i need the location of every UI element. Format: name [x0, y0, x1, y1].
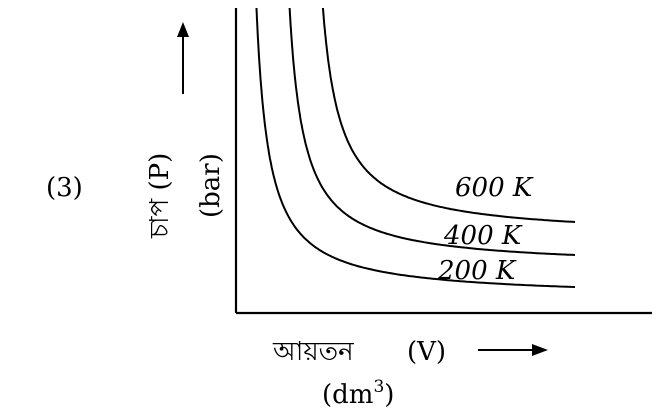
x-unit-exp: 3 — [373, 377, 384, 397]
y-axis-unit-text: (bar) — [196, 153, 226, 218]
curve-label-200k: 200 K — [437, 256, 517, 286]
isotherm-curve-400k — [288, 8, 576, 256]
y-axis-label-main: চাপ (P) — [145, 153, 175, 239]
isotherm-curve-200k — [255, 8, 576, 288]
y-axis-unit: (bar) — [196, 153, 226, 218]
x-unit-close: ) — [384, 380, 394, 410]
isotherm-curve-600k — [321, 7, 576, 223]
x-axis-label-main: আয়তন — [272, 337, 354, 367]
x-unit-open: (dm — [322, 380, 373, 410]
x-arrow-head-icon — [532, 344, 548, 356]
curve-label-600k: 600 K — [455, 173, 534, 203]
y-axis-label: চাপ (P) — [145, 153, 175, 239]
x-axis-label-symbol: (V) — [407, 337, 446, 367]
curve-label-400k: 400 K — [443, 221, 523, 251]
option-label: (3) — [46, 173, 83, 203]
y-arrow-head-icon — [177, 22, 189, 37]
x-axis-unit: (dm3) — [322, 377, 394, 410]
